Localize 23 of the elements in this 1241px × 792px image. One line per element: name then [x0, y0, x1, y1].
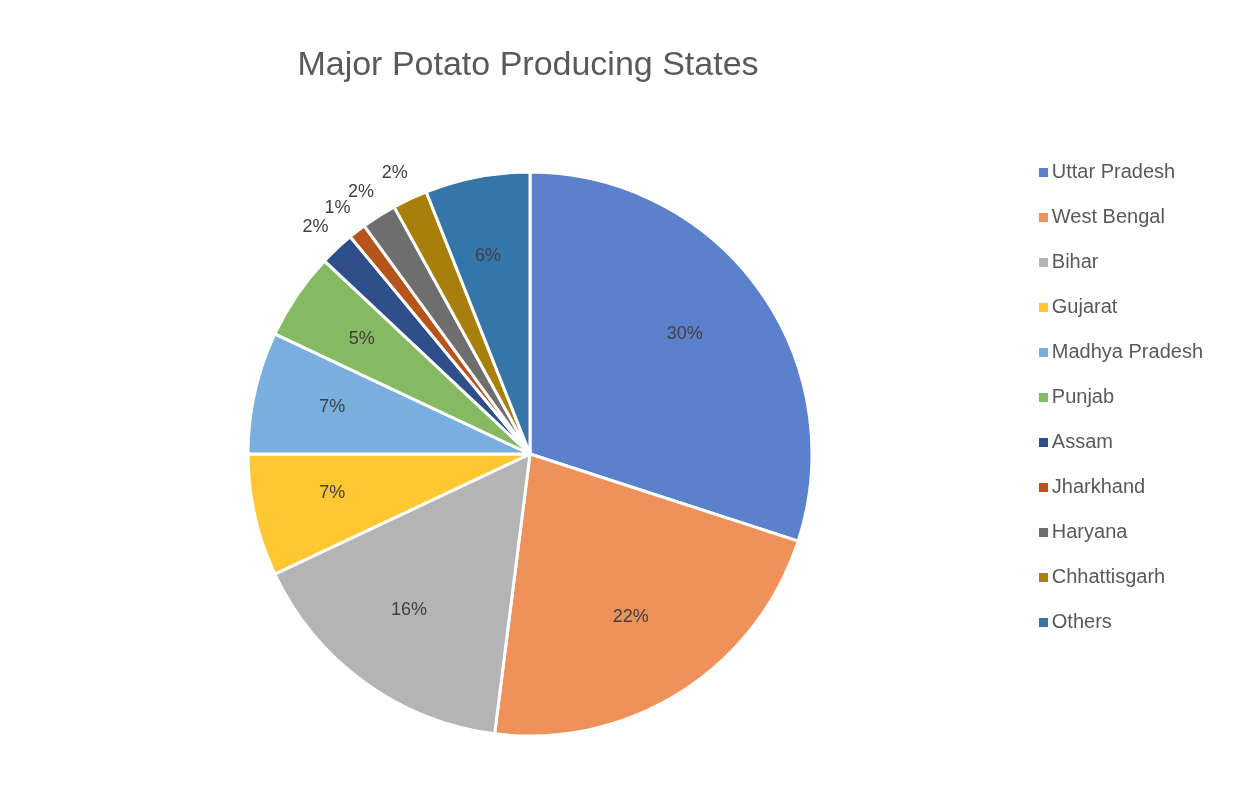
chart-title: Major Potato Producing States: [296, 43, 760, 83]
legend-label: West Bengal: [1051, 204, 1165, 227]
data-label: 5%: [348, 328, 375, 349]
data-label: 1%: [324, 197, 351, 218]
legend-label: Gujarat: [1051, 294, 1118, 317]
legend-label: Jharkhand: [1051, 474, 1146, 497]
legend-label: Punjab: [1051, 384, 1115, 407]
legend-label: Haryana: [1051, 519, 1128, 542]
data-label: 7%: [319, 482, 346, 503]
data-label: 2%: [302, 215, 329, 236]
legend-label: Chhattisgarh: [1051, 564, 1166, 587]
data-label: 7%: [319, 395, 346, 416]
legend-label: Assam: [1051, 429, 1113, 452]
legend-label: Uttar Pradesh: [1051, 159, 1176, 182]
data-label: 2%: [348, 180, 375, 201]
data-label: 6%: [475, 245, 502, 266]
data-label: 2%: [381, 162, 408, 183]
data-label: 16%: [390, 598, 427, 619]
data-label: 30%: [666, 322, 703, 343]
legend-label: Bihar: [1051, 249, 1099, 272]
data-label: 22%: [612, 605, 649, 626]
legend-label: Madhya Pradesh: [1051, 339, 1203, 362]
legend-label: Others: [1051, 609, 1112, 632]
